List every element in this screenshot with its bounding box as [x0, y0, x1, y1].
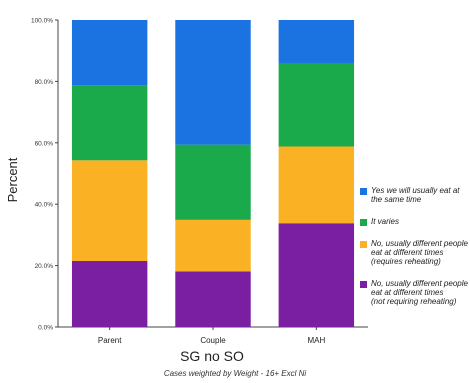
- legend-label: No, usually different people eat at diff…: [371, 239, 468, 266]
- footnote: Cases weighted by Weight - 16+ Excl Ni: [163, 369, 307, 378]
- bar-segment: [175, 144, 251, 220]
- bar-segment: [71, 160, 148, 261]
- bar-segment: [175, 20, 251, 145]
- plot-area: 0.0% 20.0% 40.0% 60.0% 80.0% 100.0% Parent Coup…: [31, 18, 368, 345]
- x-tick-label: MAH: [307, 336, 325, 345]
- y-tick-label: 20.0%: [35, 263, 54, 270]
- legend: Yes we will usually eat at the same time…: [360, 186, 470, 319]
- legend-swatch: [360, 188, 367, 195]
- legend-swatch: [360, 241, 367, 248]
- legend-item: No, usually different people eat at diff…: [360, 279, 470, 306]
- bar-segment: [71, 20, 148, 86]
- y-tick-label: 0.0%: [38, 325, 53, 332]
- y-tick-label: 100.0%: [31, 18, 53, 25]
- legend-label: No, usually different people eat at diff…: [371, 279, 468, 306]
- legend-label: Yes we will usually eat at the same time: [371, 186, 460, 204]
- legend-swatch: [360, 281, 367, 288]
- bar-segment: [71, 85, 148, 161]
- legend-item: It varies: [360, 217, 470, 226]
- y-tick-label: 80.0%: [35, 79, 54, 86]
- y-axis-label: Percent: [5, 157, 20, 202]
- x-tick-label: Couple: [200, 336, 226, 345]
- y-tick-label: 60.0%: [35, 140, 54, 147]
- legend-item: Yes we will usually eat at the same time: [360, 186, 470, 204]
- bar-segment: [278, 20, 355, 63]
- bar-segment: [278, 62, 355, 147]
- x-axis-label: SG no SO: [180, 348, 244, 364]
- legend-swatch: [360, 219, 367, 226]
- bar-segment: [175, 219, 251, 272]
- bar-segment: [175, 271, 251, 327]
- legend-item: No, usually different people eat at diff…: [360, 239, 470, 266]
- x-tick-label: Parent: [98, 336, 122, 345]
- bar-segment: [71, 260, 148, 327]
- bar-segment: [278, 223, 355, 327]
- bar-segment: [278, 146, 355, 224]
- y-tick-label: 40.0%: [35, 202, 54, 209]
- legend-label: It varies: [371, 217, 400, 226]
